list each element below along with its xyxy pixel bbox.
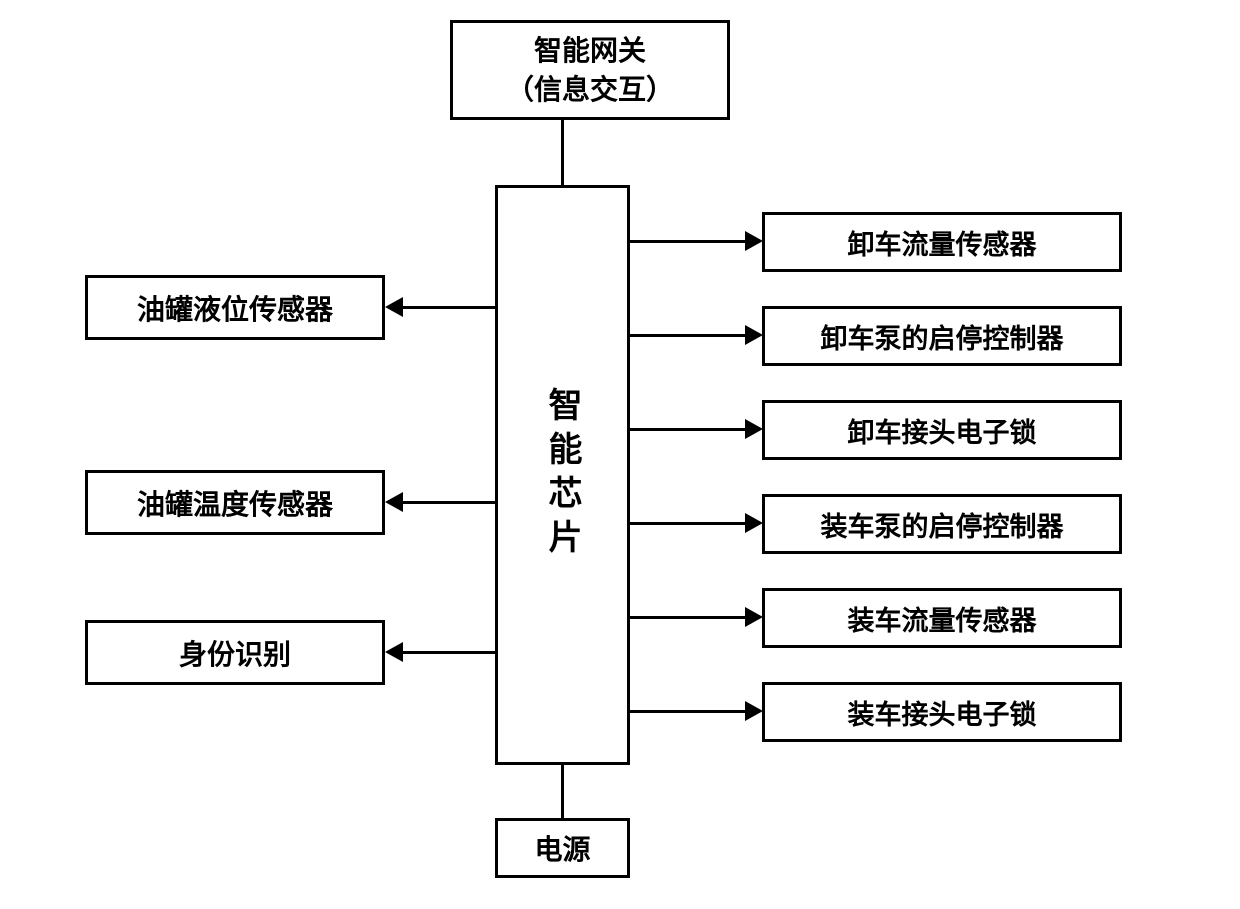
right-label-3: 装车泵的启停控制器 — [821, 505, 1064, 544]
left-node-2: 身份识别 — [85, 620, 385, 685]
arrow-left-1 — [385, 492, 403, 512]
gateway-line1: 智能网关 — [534, 31, 646, 70]
connector-right-3 — [630, 522, 747, 525]
right-node-2: 卸车接头电子锁 — [762, 400, 1122, 460]
left-node-0: 油罐液位传感器 — [85, 275, 385, 340]
gateway-line2: （信息交互） — [506, 70, 674, 109]
right-label-1: 卸车泵的启停控制器 — [821, 317, 1064, 356]
arrow-right-3 — [745, 513, 763, 533]
chip-node: 智能芯片 — [495, 185, 630, 765]
arrow-right-5 — [745, 701, 763, 721]
left-label-2: 身份识别 — [179, 633, 291, 673]
connector-left-0 — [400, 306, 495, 309]
connector-right-2 — [630, 428, 747, 431]
arrow-left-0 — [385, 297, 403, 317]
left-node-1: 油罐温度传感器 — [85, 470, 385, 535]
right-node-0: 卸车流量传感器 — [762, 212, 1122, 272]
connector-left-1 — [400, 501, 495, 504]
connector-left-2 — [400, 651, 495, 654]
right-label-5: 装车接头电子锁 — [848, 693, 1037, 732]
power-node: 电源 — [495, 818, 630, 878]
right-label-2: 卸车接头电子锁 — [848, 411, 1037, 450]
gateway-node: 智能网关 （信息交互） — [450, 20, 730, 120]
right-label-4: 装车流量传感器 — [848, 599, 1037, 638]
arrow-right-1 — [745, 325, 763, 345]
right-node-3: 装车泵的启停控制器 — [762, 494, 1122, 554]
connector-right-0 — [630, 240, 747, 243]
chip-label: 智能芯片 — [538, 387, 587, 563]
right-node-1: 卸车泵的启停控制器 — [762, 306, 1122, 366]
connector-right-5 — [630, 710, 747, 713]
left-label-0: 油罐液位传感器 — [137, 288, 333, 328]
right-node-4: 装车流量传感器 — [762, 588, 1122, 648]
arrow-right-4 — [745, 607, 763, 627]
arrow-right-0 — [745, 231, 763, 251]
connector-center-bottom — [561, 765, 564, 818]
left-label-1: 油罐温度传感器 — [137, 483, 333, 523]
arrow-right-2 — [745, 419, 763, 439]
right-node-5: 装车接头电子锁 — [762, 682, 1122, 742]
connector-right-1 — [630, 334, 747, 337]
connector-top-center — [561, 120, 564, 185]
arrow-left-2 — [385, 642, 403, 662]
connector-right-4 — [630, 616, 747, 619]
right-label-0: 卸车流量传感器 — [848, 223, 1037, 262]
power-label: 电源 — [534, 828, 590, 868]
